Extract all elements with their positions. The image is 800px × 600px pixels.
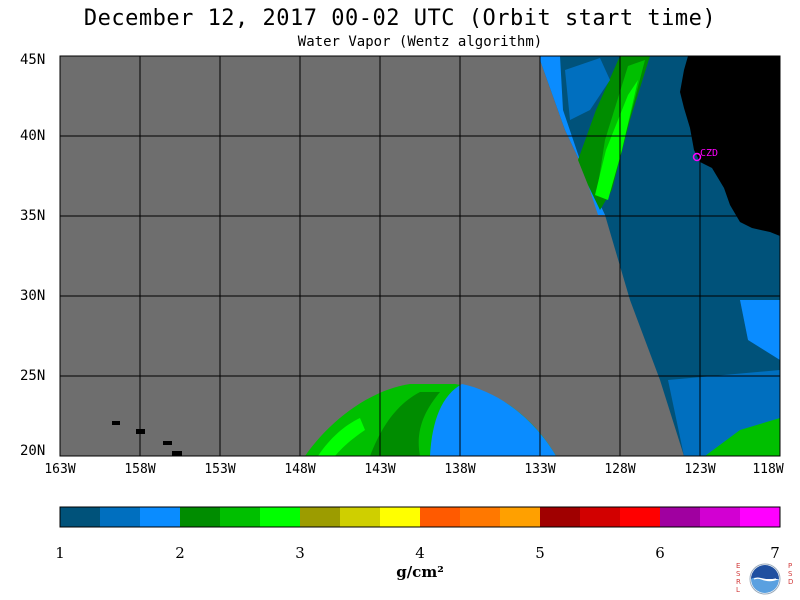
island-kauai [112, 421, 120, 425]
colorbar-swatch [740, 507, 781, 527]
lon-label-143w: 143W [364, 462, 396, 477]
colorbar-swatch [540, 507, 581, 527]
lon-label-133w: 133W [524, 462, 556, 477]
map-area [60, 56, 780, 456]
colorbar-swatch [580, 507, 621, 527]
lat-label-25n: 25N [20, 368, 46, 384]
colorbar-tick-5: 5 [535, 544, 545, 562]
lon-label-153w: 153W [204, 462, 236, 477]
svg-text:PSD: PSD [788, 562, 793, 586]
colorbar-swatch [460, 507, 501, 527]
colorbar-tick-1: 1 [55, 544, 65, 562]
moist-band-bright-green [595, 80, 638, 200]
lat-label-35n: 35N [20, 208, 46, 224]
colorbar-tick-6: 6 [655, 544, 665, 562]
colorbar-swatch [380, 507, 421, 527]
lon-label-123w: 123W [684, 462, 716, 477]
lon-label-158w: 158W [124, 462, 156, 477]
colorbar-swatch [700, 507, 741, 527]
map-title: December 12, 2017 00-02 UTC (Orbit start… [83, 6, 717, 31]
lat-label-20n: 20N [20, 443, 46, 459]
colorbar-tick-3: 3 [295, 544, 305, 562]
swath-south-dark-green [370, 392, 440, 456]
colorbar-swatch [60, 507, 101, 527]
lon-label-163w: 163W [44, 462, 76, 477]
swath-edge-blue [540, 56, 605, 215]
station-marker-icon [692, 152, 702, 162]
lat-label-40n: 40N [20, 128, 46, 144]
lon-label-138w: 138W [444, 462, 476, 477]
lat-label-45n: 45N [20, 52, 46, 68]
swath-southeast-blue [740, 300, 780, 360]
colorbar-tick-4: 4 [415, 544, 425, 562]
lon-label-128w: 128W [604, 462, 636, 477]
map-grid [60, 56, 780, 456]
map-subtitle: Water Vapor (Wentz algorithm) [297, 34, 543, 50]
lon-label-118w: 118W [752, 462, 784, 477]
colorbar-swatch [500, 507, 541, 527]
colorbar-swatch [220, 507, 261, 527]
swath-southeast-green [705, 418, 780, 456]
colorbar-swatch [660, 507, 701, 527]
colorbar-frame [59, 506, 781, 528]
colorbar-unit: g/cm² [396, 563, 444, 581]
map-frame [59, 55, 781, 457]
colorbar-swatch [140, 507, 181, 527]
station-label: CZD [700, 148, 718, 159]
land-north-america [680, 56, 780, 236]
swath-south-blue [430, 384, 556, 456]
swath-mid-blue [565, 58, 610, 120]
island-hawaii [172, 451, 182, 456]
colorbar-swatch [420, 507, 461, 527]
colorbar-tick-7: 7 [770, 544, 780, 562]
colorbar-tick-2: 2 [175, 544, 185, 562]
lat-label-30n: 30N [20, 288, 46, 304]
colorbar-swatch [340, 507, 381, 527]
colorbar-swatch [100, 507, 141, 527]
colorbar [60, 507, 781, 527]
swath-south-light-green [318, 418, 365, 456]
lon-label-148w: 148W [284, 462, 316, 477]
colorbar-swatch [300, 507, 341, 527]
colorbar-swatch [260, 507, 301, 527]
colorbar-swatch [620, 507, 661, 527]
island-maui [163, 441, 172, 445]
colorbar-swatch [180, 507, 221, 527]
